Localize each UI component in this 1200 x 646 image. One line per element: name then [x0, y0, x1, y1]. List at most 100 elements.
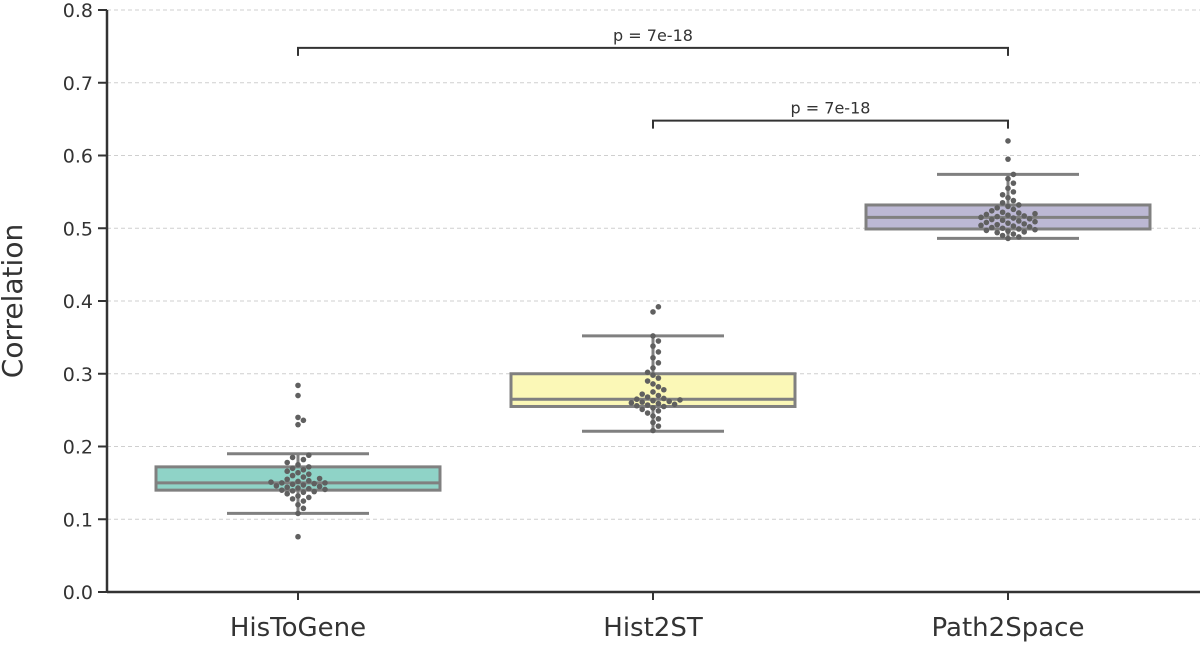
data-point	[289, 472, 296, 479]
data-point	[295, 461, 301, 468]
data-point	[655, 360, 662, 366]
data-point	[644, 394, 651, 400]
data-point	[1005, 138, 1011, 144]
data-point	[268, 479, 274, 485]
data-point	[655, 392, 662, 399]
data-point	[650, 333, 656, 339]
data-point	[644, 402, 651, 408]
data-point	[316, 483, 323, 490]
data-point	[1005, 228, 1011, 234]
data-point	[1005, 194, 1011, 201]
data-point	[1010, 171, 1017, 178]
data-point	[639, 391, 645, 397]
data-point	[295, 485, 301, 491]
data-point	[284, 459, 291, 466]
data-point	[289, 481, 296, 488]
data-point	[1016, 226, 1022, 232]
data-point	[655, 375, 662, 381]
data-point	[994, 213, 1000, 220]
data-point	[655, 384, 662, 390]
y-tick-label: 0.3	[63, 364, 93, 386]
data-point	[289, 454, 296, 461]
data-point	[978, 222, 984, 229]
data-point	[650, 354, 656, 361]
data-point	[295, 392, 301, 399]
data-point	[1010, 206, 1017, 213]
data-point	[650, 389, 656, 395]
data-point	[999, 217, 1006, 224]
data-point	[295, 382, 301, 389]
data-point	[983, 219, 990, 226]
data-point	[650, 365, 656, 371]
data-point	[289, 496, 296, 502]
data-point	[300, 505, 307, 512]
data-point	[666, 398, 672, 405]
x-tick-label: Hist2ST	[603, 613, 703, 643]
data-point	[306, 477, 312, 484]
data-point	[1021, 213, 1027, 219]
data-point	[999, 232, 1006, 239]
data-point	[661, 386, 667, 393]
data-point	[1010, 189, 1017, 195]
data-point	[650, 397, 656, 404]
data-point	[316, 475, 323, 482]
data-point	[994, 229, 1000, 236]
y-axis-title: Correlation	[0, 224, 29, 378]
data-point	[655, 400, 662, 407]
x-axis-ticks: HisToGene Hist2ST Path2Space	[230, 592, 1084, 643]
y-axis-ticks: 0.0 0.1 0.2 0.3 0.4 0.5 0.6 0.7 0.8	[63, 0, 107, 604]
y-tick-label: 0.8	[63, 0, 93, 22]
data-point	[1021, 229, 1027, 235]
data-point	[655, 416, 662, 422]
swarm-points	[268, 138, 1038, 540]
data-point	[1010, 231, 1017, 237]
data-point	[300, 417, 307, 424]
data-point	[284, 490, 291, 497]
data-point	[306, 471, 312, 477]
data-point	[628, 400, 635, 406]
data-point	[1010, 223, 1017, 229]
data-point	[978, 214, 984, 221]
data-point	[279, 480, 285, 486]
data-point	[989, 207, 995, 214]
data-point	[295, 501, 301, 508]
data-point	[1005, 235, 1011, 242]
data-point	[1016, 218, 1022, 224]
data-point	[1005, 212, 1011, 218]
data-point	[999, 191, 1006, 198]
data-point	[300, 482, 307, 488]
data-point	[1026, 215, 1033, 222]
data-point	[300, 456, 307, 463]
data-point	[661, 395, 667, 402]
data-point	[306, 485, 312, 492]
data-point	[295, 414, 301, 421]
p-value-label: p = 7e-18	[613, 26, 693, 45]
data-point	[295, 421, 301, 428]
data-point	[639, 406, 645, 413]
data-point	[644, 410, 651, 416]
data-point	[650, 309, 656, 315]
data-point	[1026, 223, 1033, 230]
data-point	[999, 225, 1006, 232]
data-point	[322, 486, 328, 493]
data-point	[650, 413, 656, 419]
data-point	[1005, 203, 1011, 210]
data-point	[983, 211, 990, 218]
data-point	[289, 465, 296, 472]
data-point	[300, 466, 307, 473]
data-point	[994, 205, 1000, 211]
data-point	[650, 427, 656, 434]
data-point	[650, 343, 656, 349]
p-value-label: p = 7e-18	[791, 99, 871, 118]
data-point	[1016, 202, 1022, 208]
data-point	[279, 487, 285, 493]
data-point	[1021, 221, 1027, 227]
data-point	[655, 304, 662, 310]
data-point	[989, 224, 995, 231]
data-point	[284, 476, 291, 483]
data-point	[671, 401, 678, 408]
data-point	[306, 452, 312, 459]
data-point	[634, 396, 640, 403]
data-point	[295, 469, 301, 476]
